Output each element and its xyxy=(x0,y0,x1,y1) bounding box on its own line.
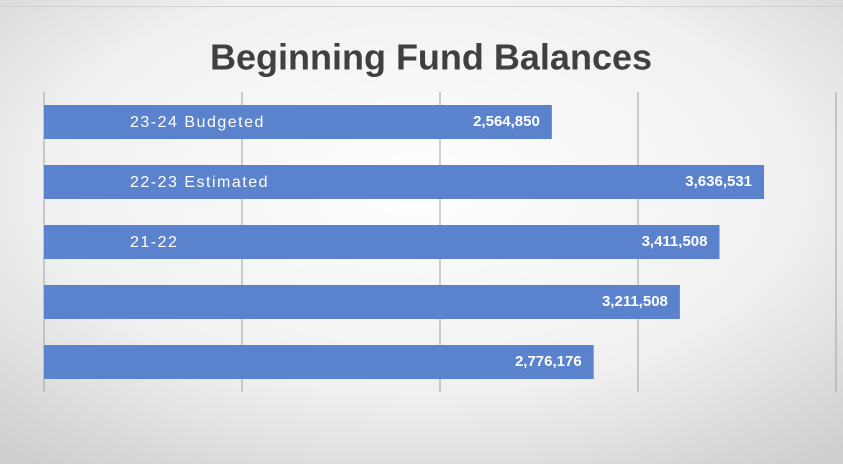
bar xyxy=(44,225,720,259)
value-label: 3,211,508 xyxy=(602,293,668,310)
bar xyxy=(44,285,680,319)
bar xyxy=(44,165,765,199)
value-label: 3,411,508 xyxy=(642,233,708,250)
value-label: 2,776,176 xyxy=(515,353,582,370)
chart-title: Beginning Fund Balances xyxy=(210,37,652,78)
category-label: 21-22 xyxy=(130,234,178,251)
category-label: 23-24 Budgeted xyxy=(130,114,265,131)
value-label: 3,636,531 xyxy=(685,173,752,190)
category-label: 22-23 Estimated xyxy=(130,174,269,191)
bar xyxy=(44,105,552,139)
value-label: 2,564,850 xyxy=(473,113,540,130)
bar xyxy=(44,345,594,379)
